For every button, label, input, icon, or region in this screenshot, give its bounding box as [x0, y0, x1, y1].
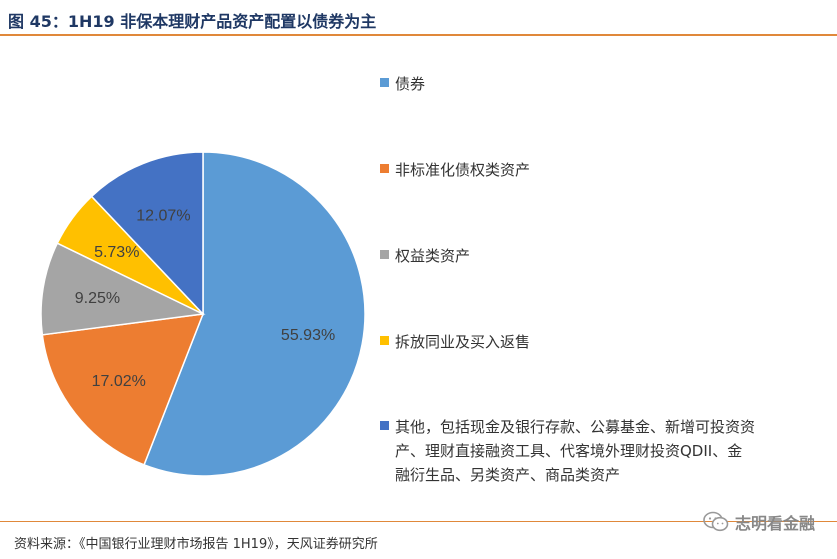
legend-swatch [380, 164, 389, 173]
legend-item-3: 拆放同业及买入返售 [380, 330, 755, 354]
source-note: 资料来源：《中国银行业理财市场报告 1H19》，天风证券研究所 [14, 537, 378, 552]
pie-slice-1 [41, 313, 205, 466]
legend-label: 非标准化债权类资产 [395, 161, 531, 179]
wechat-icon [703, 511, 729, 532]
chart-title: 图 45：1H19 非保本理财产品资产配置以债券为主 [8, 12, 377, 31]
legend-label: 其他，包括现金及银行存款、公募基金、新增可投资资产、理财直接融资工具、代客境外理… [395, 418, 756, 484]
data-label-0: 55.93% [281, 327, 335, 344]
pie-slice-2 [40, 242, 206, 336]
title-divider [0, 34, 837, 36]
data-label-2: 9.25% [75, 290, 120, 307]
legend-item-0: 债券 [380, 72, 755, 96]
legend-swatch [380, 336, 389, 345]
legend-item-2: 权益类资产 [380, 244, 755, 268]
watermark-text: 志明看金融 [734, 514, 815, 533]
legend-label: 拆放同业及买入返售 [395, 333, 531, 351]
data-label-1: 17.02% [92, 373, 146, 390]
legend-swatch [380, 78, 389, 87]
watermark: 志明看金融 [703, 510, 815, 534]
legend-label: 权益类资产 [395, 247, 471, 265]
legend-swatch [380, 421, 389, 430]
pie-slice-4 [90, 151, 204, 316]
pie-chart: 55.93% 17.02% 9.25% 5.73% 12.07% [40, 151, 366, 477]
data-label-3: 5.73% [94, 244, 139, 261]
pie-slice-0 [143, 151, 366, 477]
data-label-4: 12.07% [136, 208, 190, 225]
legend-item-1: 非标准化债权类资产 [380, 158, 755, 182]
legend-label: 债券 [395, 75, 426, 93]
legend-swatch [380, 250, 389, 259]
legend-item-4: 其他，包括现金及银行存款、公募基金、新增可投资资产、理财直接融资工具、代客境外理… [380, 415, 755, 487]
footer-divider [0, 521, 837, 522]
